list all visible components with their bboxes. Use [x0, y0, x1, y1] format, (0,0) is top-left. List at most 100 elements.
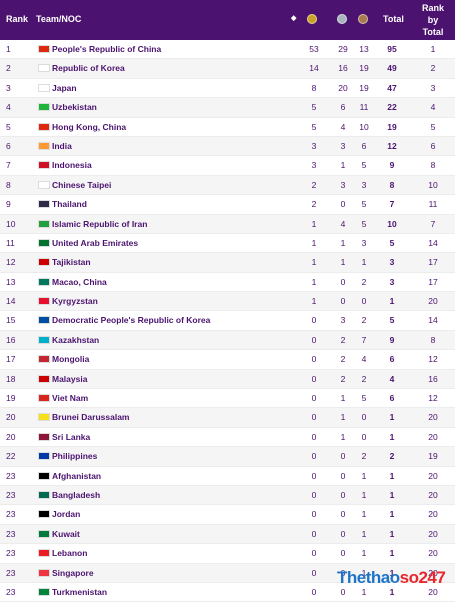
table-row[interactable]: 6 India 3 3 6 12 6: [0, 136, 455, 157]
rank-by-total-cell: 8: [430, 334, 436, 345]
country-name-link[interactable]: Turkmenistan: [52, 586, 108, 597]
country-name-link[interactable]: India: [52, 140, 72, 151]
country-name-link[interactable]: Mongolia: [52, 354, 90, 365]
silver-count: 0: [340, 528, 346, 539]
country-flag-icon: [38, 471, 50, 480]
table-row[interactable]: 20 Sri Lanka 0 1 0 1 20: [0, 428, 455, 448]
country-flag-icon: [38, 103, 50, 112]
country-name-link[interactable]: Kyrgyzstan: [52, 296, 98, 307]
total-count: 9: [389, 334, 395, 345]
country-name-link[interactable]: Chinese Taipei: [52, 179, 112, 190]
country-name-link[interactable]: United Arab Emirates: [52, 237, 139, 248]
gold-count: 1: [311, 296, 317, 307]
sort-icon[interactable]: ◆: [291, 15, 297, 22]
country-name-link[interactable]: Afghanistan: [52, 470, 102, 481]
rank-by-total-cell: 20: [428, 470, 438, 481]
rank-by-total-cell: 20: [428, 431, 438, 442]
table-row[interactable]: 16 Kazakhstan 0 2 7 9 8: [0, 330, 455, 351]
table-row[interactable]: 22 Philippines 0 0 2 2 19: [0, 447, 455, 467]
country-name-link[interactable]: Viet Nam: [52, 393, 89, 404]
country-name-link[interactable]: People's Republic of China: [52, 44, 162, 54]
country-name-link[interactable]: Islamic Republic of Iran: [52, 218, 148, 229]
gold-count: 0: [311, 548, 317, 559]
country-name-link[interactable]: Singapore: [52, 567, 94, 578]
rank-by-total-cell: 17: [428, 276, 438, 287]
table-row[interactable]: 2 Republic of Korea 14 16 19 49 2: [0, 59, 455, 79]
table-row[interactable]: 11 United Arab Emirates 1 1 3 5 14: [0, 234, 455, 254]
country-name-link[interactable]: Indonesia: [52, 160, 92, 171]
country-name-link[interactable]: Bangladesh: [52, 489, 101, 500]
country-flag-icon: [38, 141, 50, 150]
table-row[interactable]: 13 Macao, China 1 0 2 3 17: [0, 273, 455, 293]
rank-by-total-cell: 19: [428, 451, 438, 462]
total-count: 1: [389, 412, 395, 423]
country-name-link[interactable]: Japan: [52, 82, 77, 93]
country-name-link[interactable]: Jordan: [52, 509, 81, 520]
country-name-link[interactable]: Democratic People's Republic of Korea: [52, 315, 211, 326]
country-name-link[interactable]: Brunei Darussalam: [52, 412, 130, 423]
rank-cell: 11: [6, 237, 15, 248]
country-name-link[interactable]: Hong Kong, China: [52, 121, 127, 132]
table-row[interactable]: 5 Hong Kong, China 5 4 10 19 5: [0, 118, 455, 137]
country-name-link[interactable]: Republic of Korea: [52, 63, 125, 74]
gold-count: 0: [311, 528, 317, 539]
country-name-link[interactable]: Tajikistan: [52, 257, 91, 268]
rank-cell: 18: [6, 373, 16, 384]
table-row[interactable]: 4 Uzbekistan 5 6 11 22 4: [0, 98, 455, 118]
site-watermark-logo: Thethaoso247: [337, 568, 446, 587]
table-row[interactable]: 19 Viet Nam 0 1 5 6 12: [0, 389, 455, 409]
rank-by-total-cell: 5: [430, 121, 436, 132]
table-row[interactable]: 14 Kyrgyzstan 1 0 0 1 20: [0, 292, 455, 312]
table-row[interactable]: 23 Turkmenistan 0 0 1 1 20: [0, 583, 455, 603]
table-row[interactable]: 7 Indonesia 3 1 5 9 8: [0, 156, 455, 176]
table-row[interactable]: 12 Tajikistan 1 1 1 3 17: [0, 253, 455, 273]
gold-medal-icon[interactable]: [307, 14, 317, 24]
table-row[interactable]: 20 Brunei Darussalam 0 1 0 1 20: [0, 408, 455, 428]
gold-count: 8: [311, 82, 317, 93]
country-name-link[interactable]: Macao, China: [52, 276, 107, 287]
silver-medal-icon[interactable]: [337, 14, 347, 24]
table-row[interactable]: 9 Thailand 2 0 5 7 11: [0, 195, 455, 215]
gold-count: 53: [309, 44, 319, 54]
rank-cell: 23: [6, 567, 16, 578]
table-row[interactable]: 10 Islamic Republic of Iran 1 4 5 10 7: [0, 214, 455, 234]
table-row[interactable]: 23 Lebanon 0 0 1 1 20: [0, 544, 455, 564]
bronze-count: 1: [361, 528, 367, 539]
table-row[interactable]: 23 Kuwait 0 0 1 1 20: [0, 524, 455, 545]
table-row[interactable]: 23 Singapore 0 0 1 1 20: [0, 563, 455, 583]
table-row[interactable]: 15 Democratic People's Republic of Korea 0…: [0, 311, 455, 331]
country-name-link[interactable]: Sri Lanka: [52, 431, 91, 442]
rank-header[interactable]: Rank: [6, 14, 29, 24]
table-row[interactable]: 18 Malaysia 0 2 2 4 16: [0, 369, 455, 390]
country-name-link[interactable]: Uzbekistan: [52, 102, 97, 113]
bronze-count: 3: [361, 179, 367, 190]
country-flag-icon: [38, 64, 50, 73]
table-row[interactable]: 23 Jordan 0 0 1 1 20: [0, 505, 455, 525]
country-name-link[interactable]: Kazakhstan: [52, 334, 100, 345]
table-row[interactable]: 17 Mongolia 0 2 4 6 12: [0, 350, 455, 370]
bronze-count: 13: [359, 44, 369, 54]
bronze-medal-icon[interactable]: [358, 14, 368, 24]
total-header[interactable]: Total: [383, 14, 404, 24]
country-flag-icon: [38, 258, 50, 267]
table-row[interactable]: 8 Chinese Taipei 2 3 3 8 10: [0, 175, 455, 196]
total-count: 1: [389, 528, 395, 539]
gold-count: 0: [311, 412, 317, 423]
gold-count: 0: [311, 393, 317, 404]
table-row[interactable]: 3 Japan 8 20 19 47 3: [0, 79, 455, 99]
country-name-link[interactable]: Philippines: [52, 451, 98, 462]
country-flag-icon: [38, 200, 50, 209]
country-name-link[interactable]: Malaysia: [52, 373, 88, 384]
total-count: 5: [389, 315, 395, 326]
country-name-link[interactable]: Thailand: [52, 199, 87, 210]
table-row[interactable]: 1 People's Republic of China 53 29 13 95 1: [0, 40, 455, 60]
country-name-link[interactable]: Kuwait: [52, 528, 80, 539]
country-flag-icon: [38, 355, 50, 364]
table-row[interactable]: 23 Afghanistan 0 0 1 1 20: [0, 467, 455, 486]
country-flag-icon: [38, 83, 50, 92]
country-name-link[interactable]: Lebanon: [52, 548, 88, 559]
team-header[interactable]: Team/NOC: [36, 14, 82, 24]
rank-by-total-header[interactable]: Rank by Total: [421, 3, 444, 37]
bronze-count: 4: [361, 354, 367, 365]
table-row[interactable]: 23 Bangladesh 0 0 1 1 20: [0, 485, 455, 506]
